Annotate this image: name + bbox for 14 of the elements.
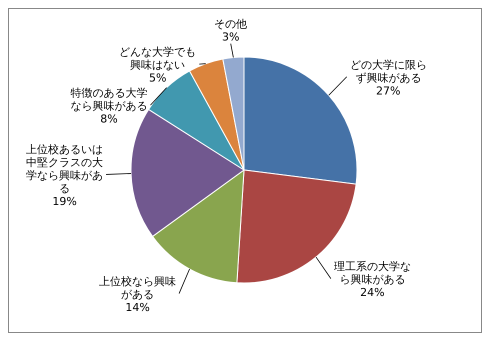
slice-label: どの大学に限らず興味がある bbox=[350, 58, 427, 84]
data-label: 5% bbox=[149, 72, 166, 85]
slice-label: 理工系の大学なら興味がある bbox=[334, 260, 411, 286]
data-label: 27% bbox=[376, 84, 400, 98]
slice-label: その他 bbox=[214, 18, 248, 31]
data-label: 8% bbox=[100, 112, 118, 126]
data-label: 14% bbox=[125, 301, 150, 314]
slice-label: 特徴のある大学なら興味がある bbox=[70, 86, 148, 113]
data-label: 19% bbox=[52, 194, 77, 208]
slice-label: 上位校あるいは中堅クラスの大学なら興味がある bbox=[26, 142, 104, 195]
slice-label: どんな大学でも興味はない bbox=[119, 46, 196, 72]
data-label: 24% bbox=[360, 286, 385, 300]
slice-label: 上位校なら興味がある bbox=[99, 275, 176, 302]
data-label: 3% bbox=[222, 30, 240, 44]
